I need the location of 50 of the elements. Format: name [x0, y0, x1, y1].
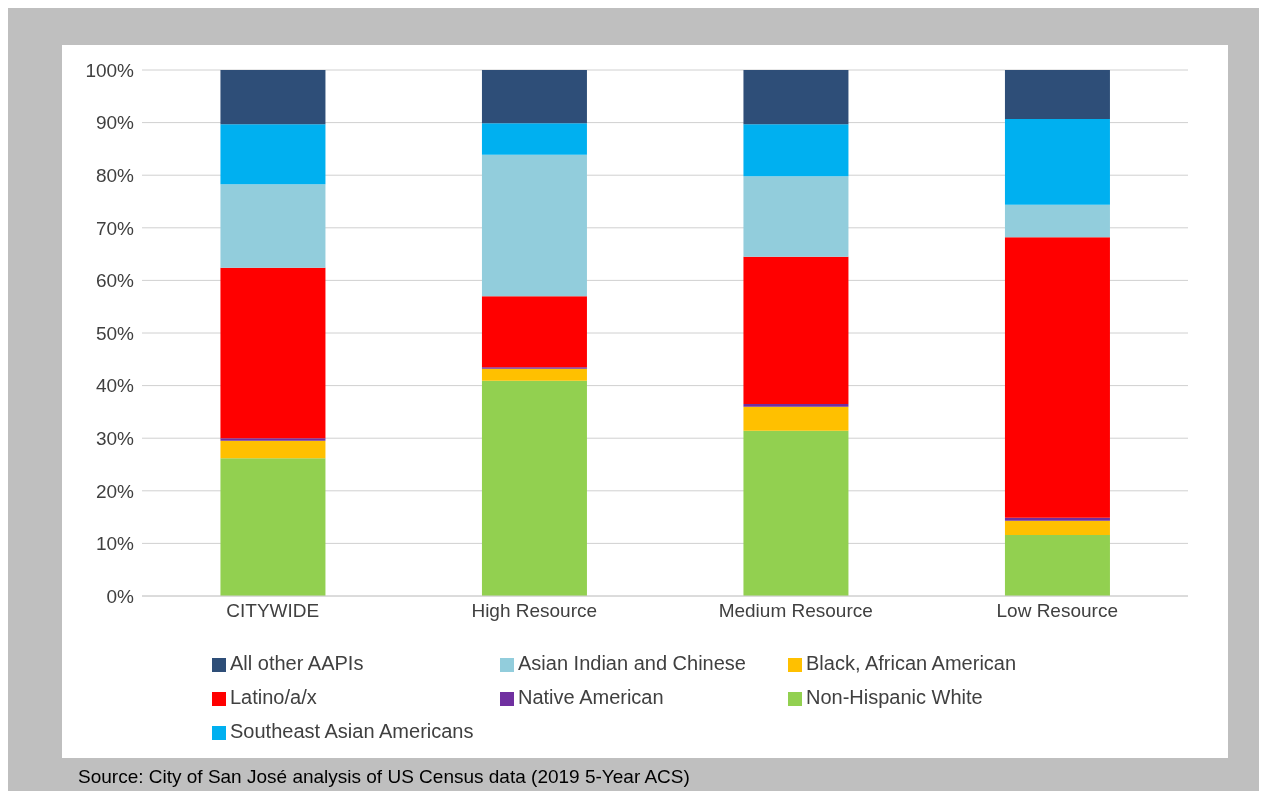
bar [1004, 237, 1110, 518]
y-tick-label: 10% [95, 533, 135, 555]
bar [220, 124, 326, 185]
y-tick-label: 20% [95, 480, 135, 502]
bar [1004, 517, 1110, 521]
bar [481, 154, 587, 297]
y-tick-label: 90% [95, 112, 135, 134]
bar [1004, 520, 1110, 535]
y-tick-label: 70% [95, 217, 135, 239]
x-tick-label: Medium Resource [718, 600, 873, 622]
bar [743, 404, 849, 407]
bar [743, 406, 849, 431]
y-tick-label: 100% [85, 59, 135, 81]
x-tick-label: High Resource [471, 600, 598, 622]
legend-label: Southeast Asian Americans [230, 719, 475, 744]
y-tick-label: 0% [106, 585, 135, 607]
bar [743, 256, 849, 405]
legend-label: Black, African American [806, 651, 1018, 676]
bar [1004, 534, 1110, 596]
bar [481, 368, 587, 381]
bar [481, 70, 587, 124]
legend-label: Asian Indian and Chinese [518, 651, 747, 676]
legend-label: Non-Hispanic White [806, 685, 984, 710]
bar [481, 123, 587, 155]
bar [220, 267, 326, 439]
bar [220, 70, 326, 125]
x-tick-label: CITYWIDE [226, 600, 320, 622]
bar [481, 380, 587, 596]
bar [743, 70, 849, 125]
bar [743, 124, 849, 177]
y-tick-label: 60% [95, 270, 135, 292]
bar [1004, 70, 1110, 119]
bar [743, 176, 849, 257]
legend-label: All other AAPIs [230, 651, 365, 676]
bar [1004, 204, 1110, 238]
y-tick-label: 30% [95, 427, 135, 449]
x-tick-label: Low Resource [996, 600, 1118, 622]
bar [220, 438, 326, 441]
legend-label: Native American [518, 685, 665, 710]
bar [1004, 118, 1110, 205]
bar [743, 430, 849, 596]
y-tick-label: 40% [95, 375, 135, 397]
bar [481, 296, 587, 368]
y-tick-label: 50% [95, 322, 135, 344]
y-tick-label: 80% [95, 164, 135, 186]
bar [220, 458, 326, 596]
source-note: Source: City of San José analysis of US Census data (2019 5-Year ACS) [78, 766, 690, 788]
bar [220, 440, 326, 459]
legend-label: Latino/a/x [230, 685, 318, 710]
bar [220, 184, 326, 268]
